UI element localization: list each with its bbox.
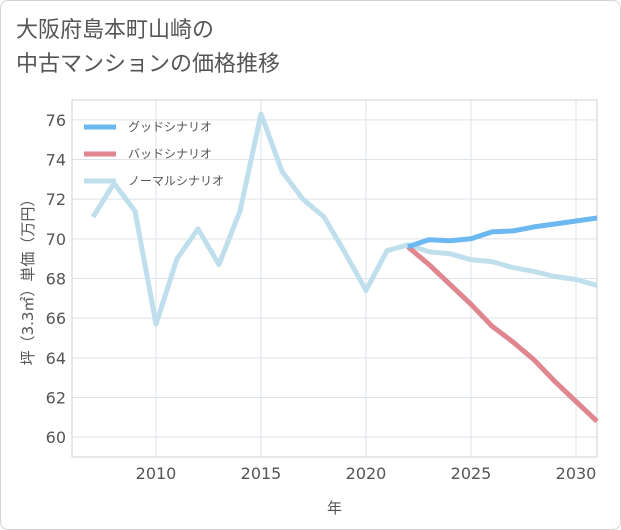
series-line-good bbox=[407, 215, 598, 250]
series-lines bbox=[90, 111, 599, 424]
legend-label-normal: ノーマルシナリオ bbox=[128, 174, 224, 188]
y-axis-label: 坪（3.3㎡）単価（万円） bbox=[19, 192, 37, 366]
legend-label-good: グッドシナリオ bbox=[128, 120, 212, 134]
chart-title-line2: 中古マンションの価格推移 bbox=[16, 52, 281, 77]
y-axis-ticks: 60 62 64 66 68 70 72 74 76 bbox=[46, 111, 66, 447]
series-line-bad bbox=[406, 244, 599, 424]
chart-title: 大阪府島本町山崎の 中古マンションの価格推移 bbox=[16, 14, 280, 82]
x-tick-label: 2025 bbox=[451, 464, 492, 483]
y-tick-label: 68 bbox=[46, 270, 66, 289]
y-tick-label: 62 bbox=[46, 389, 66, 408]
x-tick-label: 2020 bbox=[346, 464, 387, 483]
x-tick-label: 2030 bbox=[556, 464, 597, 483]
x-tick-label: 2010 bbox=[136, 464, 177, 483]
y-tick-label: 76 bbox=[46, 111, 66, 130]
chart-title-line1: 大阪府島本町山崎の bbox=[16, 18, 215, 43]
legend-label-bad: バッドシナリオ bbox=[128, 147, 212, 161]
y-tick-label: 70 bbox=[46, 230, 66, 249]
series-line-normal bbox=[90, 111, 598, 327]
y-tick-label: 74 bbox=[46, 151, 66, 170]
x-axis-label: 年 bbox=[327, 499, 342, 517]
y-tick-label: 64 bbox=[46, 349, 66, 368]
y-tick-label: 60 bbox=[46, 428, 66, 447]
y-tick-label: 66 bbox=[46, 309, 66, 328]
x-tick-label: 2015 bbox=[241, 464, 282, 483]
x-axis-ticks: 2010 2015 2020 2025 2030 bbox=[136, 464, 597, 483]
y-tick-label: 72 bbox=[46, 190, 66, 209]
plot-area bbox=[71, 99, 598, 458]
